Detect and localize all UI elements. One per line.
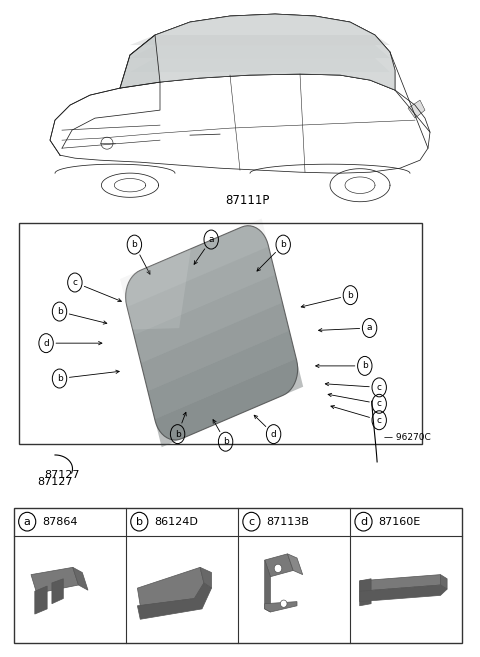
Polygon shape [73, 568, 88, 590]
Text: b: b [175, 430, 180, 439]
Polygon shape [288, 554, 303, 575]
Text: 87160E: 87160E [379, 516, 421, 527]
Text: c: c [377, 416, 382, 424]
Text: a: a [24, 516, 31, 527]
Polygon shape [127, 246, 276, 335]
Text: d: d [43, 338, 49, 348]
Text: b: b [57, 374, 62, 383]
Polygon shape [130, 58, 390, 72]
Polygon shape [120, 219, 269, 307]
Text: 86124D: 86124D [155, 516, 198, 527]
Text: 87864: 87864 [42, 516, 78, 527]
Text: a: a [208, 235, 214, 244]
Polygon shape [360, 579, 371, 606]
Text: 87127: 87127 [37, 478, 73, 487]
Polygon shape [441, 575, 447, 589]
Polygon shape [264, 554, 293, 577]
Text: b: b [362, 361, 368, 371]
Polygon shape [134, 275, 282, 363]
Polygon shape [120, 14, 395, 90]
Circle shape [274, 564, 282, 572]
Text: c: c [377, 399, 382, 408]
Polygon shape [264, 602, 297, 612]
Text: c: c [72, 278, 77, 287]
Text: b: b [132, 240, 137, 249]
Polygon shape [31, 568, 79, 593]
Polygon shape [137, 568, 204, 606]
Polygon shape [35, 586, 47, 614]
Polygon shape [200, 568, 212, 588]
Circle shape [280, 600, 287, 607]
Polygon shape [360, 585, 447, 602]
Polygon shape [120, 249, 191, 329]
Text: b: b [223, 437, 228, 446]
Polygon shape [141, 303, 289, 391]
Text: b: b [136, 516, 143, 527]
Text: c: c [377, 383, 382, 392]
Polygon shape [137, 583, 212, 620]
Polygon shape [126, 226, 298, 440]
Polygon shape [148, 330, 296, 419]
Text: b: b [348, 290, 353, 300]
Polygon shape [130, 35, 390, 45]
Text: — 96270C: — 96270C [384, 434, 431, 442]
Polygon shape [130, 45, 390, 58]
Text: 87113B: 87113B [266, 516, 310, 527]
Text: 87111P: 87111P [226, 194, 270, 207]
Text: c: c [248, 516, 254, 527]
Bar [19, 223, 422, 444]
Text: b: b [57, 307, 62, 316]
Polygon shape [120, 35, 160, 88]
Text: a: a [367, 323, 372, 332]
Polygon shape [155, 359, 303, 447]
Polygon shape [52, 579, 63, 604]
Polygon shape [408, 100, 425, 118]
Text: 87127: 87127 [45, 470, 80, 480]
Text: d: d [360, 516, 367, 527]
Text: b: b [280, 240, 286, 249]
Text: d: d [271, 430, 276, 439]
Bar [14, 508, 462, 643]
Polygon shape [360, 575, 441, 591]
Polygon shape [264, 560, 270, 612]
